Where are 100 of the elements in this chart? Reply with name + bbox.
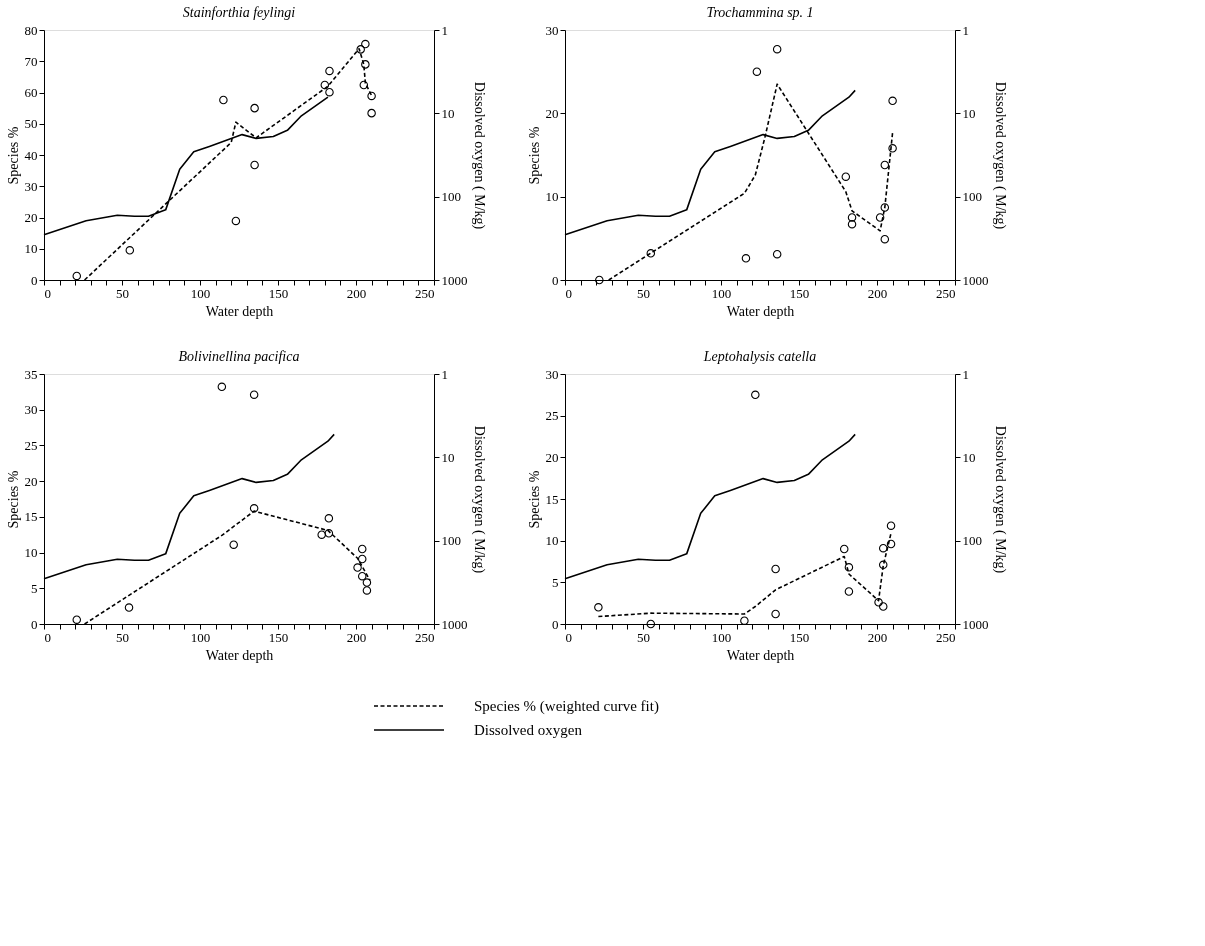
y2-tick-label: 100 [441,189,461,205]
y-tick-label: 15 [24,509,38,525]
point [646,619,656,629]
y-tick-label: 0 [552,272,559,288]
y-tick-label: 5 [31,580,38,596]
point [751,390,760,400]
point [741,254,751,263]
y2-tick-label: 1000 [962,616,989,632]
y2-tick-label: 10 [962,449,976,465]
y2-tick-label: 1000 [441,616,468,632]
y-tick-label: 30 [545,366,559,382]
x-axis-title: Water depth [726,647,795,663]
point [844,563,854,572]
point [888,96,897,106]
y-axis-title: Species % [5,126,21,185]
y2-tick-label: 10 [962,105,976,121]
y-tick-label: 0 [552,616,559,632]
point [847,219,857,229]
y-tick-label: 20 [24,473,38,489]
chart-title: Trochammina sp. 1 [706,5,814,20]
x-tick-label: 100 [190,285,211,301]
x-tick-label: 250 [415,629,435,645]
y2-axis-title: Dissolved oxygen ( M/kg) [470,81,487,230]
point [357,571,367,581]
point [231,216,241,226]
y2-axis-title: Dissolved oxygen ( M/kg) [991,425,1008,574]
point [875,213,885,222]
point [219,95,228,105]
point [359,80,369,90]
point [752,67,762,76]
point [324,514,334,523]
point [125,246,135,255]
chart-title: Leptohalysis catella [702,349,817,364]
point [594,603,603,612]
point [249,390,259,399]
point [886,521,896,530]
y2-tick-label: 100 [962,189,982,205]
y-tick-label: 70 [24,53,38,69]
point [874,598,883,607]
legend-label: Species % (weighted curve fit) [474,698,659,715]
y2-axis-title: Dissolved oxygen ( M/kg) [991,81,1008,230]
point [229,540,238,549]
y-tick-label: 30 [24,178,38,194]
point [250,160,259,170]
x-tick-label: 250 [936,285,956,301]
y-tick-label: 15 [545,491,559,507]
point [72,271,82,281]
point [878,560,888,570]
x-tick-label: 50 [637,629,650,645]
y-tick-label: 5 [552,574,559,590]
legend-label: Dissolved oxygen [474,722,583,738]
point [317,530,326,539]
y2-tick-label: 1 [441,366,448,382]
point [325,87,334,97]
y-tick-label: 25 [24,437,38,453]
y-tick-label: 30 [24,402,38,418]
x-tick-label: 0 [565,629,572,645]
point [771,609,780,619]
y-tick-label: 10 [545,533,559,549]
y-tick-label: 25 [545,408,559,424]
y2-tick-label: 1000 [441,272,468,288]
y2-tick-label: 1000 [962,272,989,288]
point [839,544,849,554]
point [356,45,365,54]
point [646,249,656,258]
y2-tick-label: 1 [962,366,969,382]
y-tick-label: 20 [24,210,38,225]
point [888,144,897,153]
x-tick-label: 200 [346,285,367,301]
point [325,66,334,76]
y-tick-label: 60 [24,85,38,100]
point [250,103,259,113]
point [357,544,367,554]
point [320,80,330,90]
y-axis-title: Species % [526,126,542,185]
point [880,160,890,170]
x-tick-label: 0 [44,285,51,301]
point [844,587,854,596]
point [361,39,370,49]
y2-axis-title: Dissolved oxygen ( M/kg) [470,425,487,574]
x-tick-label: 150 [268,285,289,301]
y-tick-label: 10 [24,545,38,561]
point [841,172,851,181]
x-tick-label: 50 [116,285,129,301]
x-axis-title: Water depth [726,303,795,319]
x-tick-label: 50 [637,285,650,301]
y2-tick-label: 1 [962,22,969,38]
x-tick-label: 200 [867,285,888,301]
point [367,108,376,118]
point [353,563,362,572]
chart-title: Bolivinellina pacifica [178,349,300,364]
point [886,539,896,549]
y-tick-label: 30 [545,22,559,38]
point [772,44,782,54]
x-tick-label: 100 [711,285,732,301]
point [878,602,888,611]
x-tick-label: 100 [190,629,211,645]
y2-tick-label: 100 [962,533,982,549]
point [878,543,888,553]
chart-title: Stainforthia feylingi [182,5,296,20]
